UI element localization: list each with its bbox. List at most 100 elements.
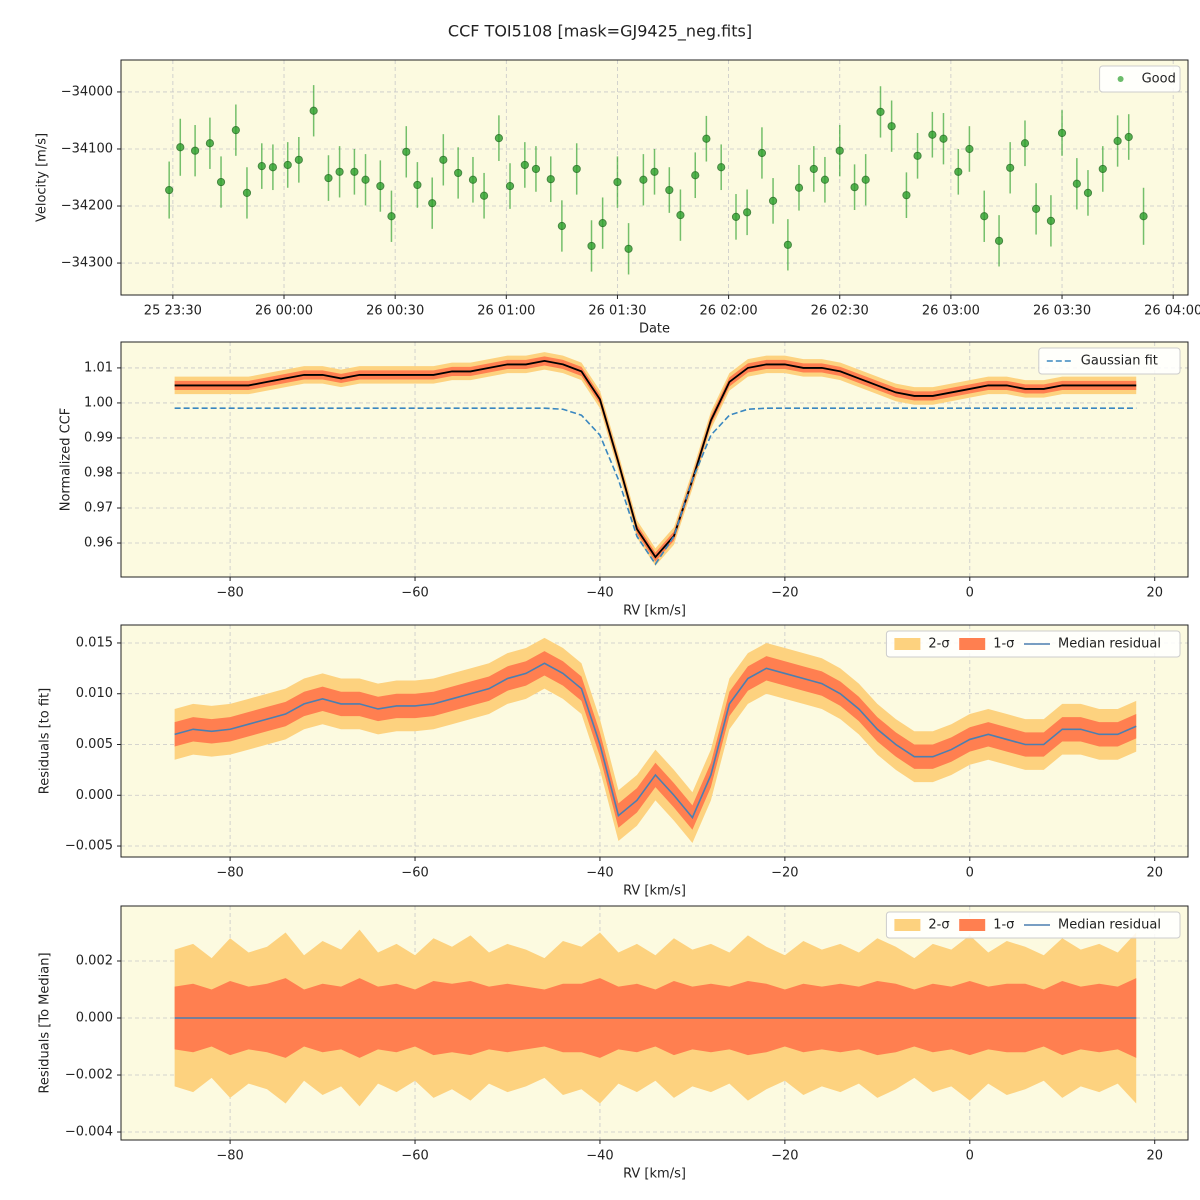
data-point bbox=[1139, 212, 1148, 221]
data-point bbox=[743, 208, 752, 217]
y-tick-label: −0.005 bbox=[65, 839, 113, 854]
data-point bbox=[1020, 139, 1030, 148]
y-tick-label: 0.015 bbox=[76, 635, 113, 650]
data-point bbox=[294, 155, 303, 164]
legend-label: Gaussian fit bbox=[1081, 354, 1158, 369]
data-point bbox=[665, 185, 674, 195]
data-point bbox=[505, 181, 515, 191]
data-point bbox=[913, 151, 922, 160]
data-point bbox=[768, 196, 778, 205]
data-point bbox=[702, 134, 711, 143]
x-tick-label: −20 bbox=[771, 586, 798, 601]
legend-swatch bbox=[894, 638, 921, 650]
plot-frame bbox=[120, 341, 1189, 578]
data-point bbox=[283, 160, 292, 170]
data-point bbox=[731, 212, 741, 221]
legend-box bbox=[1099, 65, 1181, 93]
legend-label: Median residual bbox=[1058, 637, 1161, 652]
error-band bbox=[174, 651, 1137, 830]
data-point bbox=[231, 126, 240, 135]
data-point bbox=[1098, 164, 1107, 174]
y-tick-label: 0.97 bbox=[84, 501, 113, 516]
data-point bbox=[428, 199, 437, 208]
x-tick-label: 26 01:00 bbox=[477, 304, 535, 319]
y-tick-label: 0.98 bbox=[84, 465, 113, 480]
data-point bbox=[876, 107, 885, 117]
legend-label: 1-σ bbox=[993, 918, 1014, 933]
x-tick-label: 0 bbox=[966, 866, 974, 881]
x-tick-label: 0 bbox=[966, 1149, 974, 1164]
data-point bbox=[468, 175, 478, 184]
data-point bbox=[531, 164, 541, 174]
y-axis-label: Normalized CCF bbox=[59, 408, 74, 512]
y-tick-label: −0.002 bbox=[65, 1068, 113, 1083]
data-point bbox=[624, 244, 633, 253]
legend-box bbox=[1038, 347, 1181, 375]
data-point bbox=[587, 241, 596, 251]
data-point bbox=[335, 167, 344, 176]
x-axis-label: RV [km/s] bbox=[623, 604, 686, 619]
data-point bbox=[1032, 204, 1041, 213]
legend-label: 2-σ bbox=[928, 637, 949, 652]
data-point bbox=[1006, 163, 1015, 172]
x-tick-label: 26 03:30 bbox=[1033, 304, 1091, 319]
data-point bbox=[939, 134, 948, 143]
legend-label: Good bbox=[1142, 72, 1176, 87]
y-tick-label: −34200 bbox=[61, 199, 113, 214]
data-point bbox=[350, 167, 359, 176]
y-axis-label: Residuals [to fit] bbox=[38, 688, 53, 794]
y-tick-label: 0.96 bbox=[84, 536, 113, 551]
data-line bbox=[174, 662, 1137, 820]
x-axis-label: Date bbox=[639, 322, 670, 337]
legend-label: Median residual bbox=[1058, 918, 1161, 933]
x-axis-label: RV [km/s] bbox=[623, 1167, 686, 1182]
x-tick-label: 20 bbox=[1146, 1149, 1163, 1164]
legend-marker bbox=[1117, 76, 1124, 82]
error-band bbox=[174, 352, 1137, 566]
legend-swatch bbox=[959, 638, 986, 650]
x-tick-label: 26 03:00 bbox=[922, 304, 980, 319]
y-tick-label: −34100 bbox=[61, 141, 113, 156]
data-point bbox=[757, 148, 767, 158]
data-point bbox=[598, 219, 607, 228]
x-tick-label: −60 bbox=[401, 586, 428, 601]
data-point bbox=[717, 163, 726, 172]
data-point bbox=[190, 146, 200, 155]
data-point bbox=[994, 236, 1004, 245]
legend-swatch bbox=[894, 919, 921, 931]
data-point bbox=[572, 164, 581, 174]
data-point bbox=[309, 106, 318, 115]
error-band bbox=[174, 637, 1137, 843]
data-point bbox=[861, 175, 870, 184]
data-point bbox=[376, 181, 385, 191]
data-point bbox=[1113, 136, 1122, 146]
data-point bbox=[387, 212, 396, 221]
data-point bbox=[887, 122, 896, 131]
x-tick-label: 20 bbox=[1146, 866, 1163, 881]
y-axis-label: Velocity [m/s] bbox=[35, 133, 50, 222]
x-tick-label: 26 02:30 bbox=[811, 304, 869, 319]
y-tick-label: −34000 bbox=[61, 84, 113, 99]
x-tick-label: 26 01:30 bbox=[588, 304, 646, 319]
figure-title: CCF TOI5108 [mask=GJ9425_neg.fits] bbox=[448, 22, 752, 42]
x-tick-label: −40 bbox=[586, 1149, 613, 1164]
data-point bbox=[691, 171, 700, 180]
x-tick-label: 26 00:00 bbox=[255, 304, 313, 319]
y-axis-label: Residuals [To Median] bbox=[38, 952, 53, 1093]
data-point bbox=[1124, 132, 1133, 142]
data-point bbox=[676, 211, 685, 220]
data-point bbox=[205, 139, 215, 148]
data-point bbox=[494, 134, 503, 143]
data-line bbox=[174, 359, 1137, 559]
data-point bbox=[1072, 179, 1081, 188]
x-tick-label: −80 bbox=[216, 586, 243, 601]
data-point bbox=[1083, 188, 1093, 198]
data-point bbox=[980, 212, 989, 221]
data-point bbox=[902, 191, 911, 200]
data-point bbox=[613, 177, 622, 187]
y-tick-label: 0.000 bbox=[76, 788, 113, 803]
data-point bbox=[520, 160, 529, 170]
x-tick-label: −80 bbox=[216, 1149, 243, 1164]
legend-label: 1-σ bbox=[993, 637, 1014, 652]
